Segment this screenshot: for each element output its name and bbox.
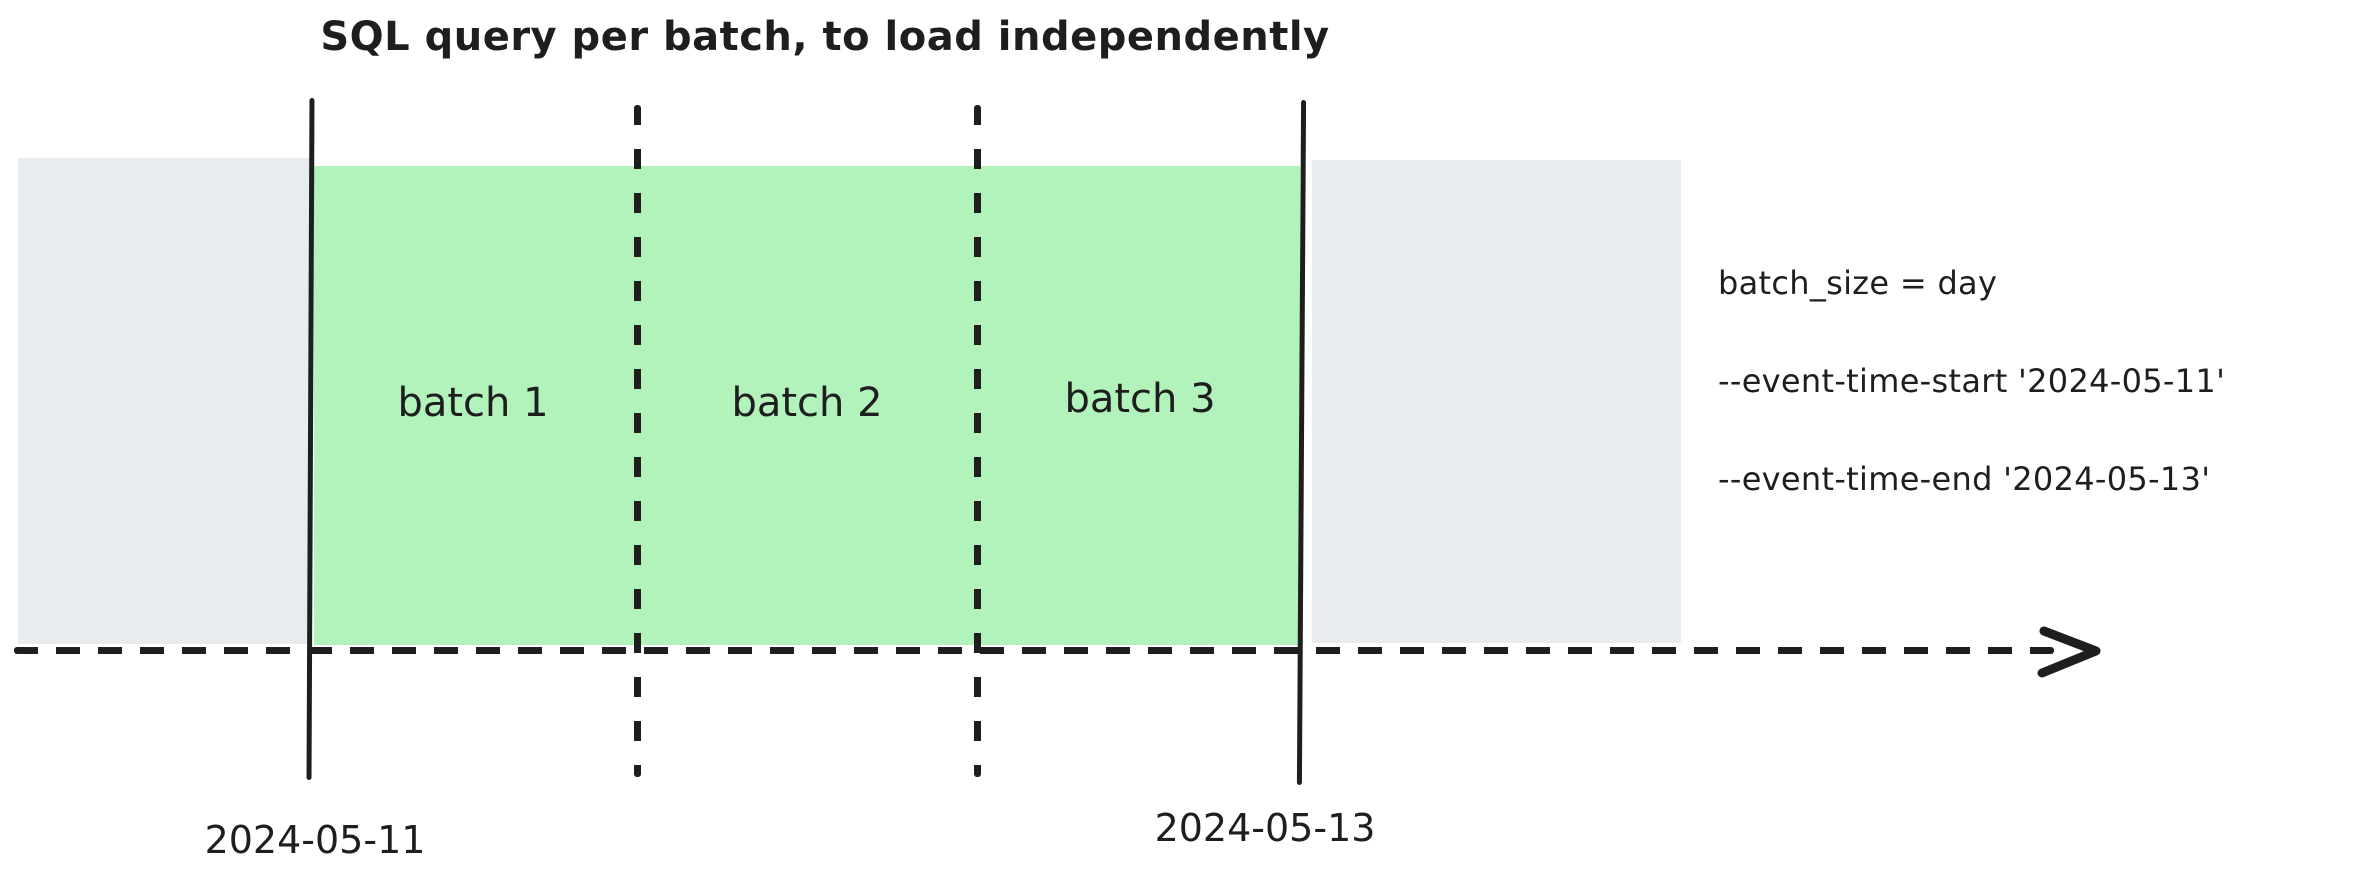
axis-end-date-label: 2024-05-13 <box>1154 806 1376 850</box>
batch-divider-line-2 <box>974 105 981 777</box>
batch-2-label: batch 2 <box>731 380 883 426</box>
diagram-title: SQL query per batch, to load independent… <box>320 14 1330 60</box>
annotation-batch-size: batch_size = day <box>1718 264 1998 302</box>
annotation-event-time-end: --event-time-end '2024-05-13' <box>1718 460 2211 498</box>
out-of-range-right-rect <box>1312 160 1681 643</box>
out-of-range-left-rect <box>18 158 310 644</box>
batch-1-label: batch 1 <box>397 380 549 426</box>
annotation-event-time-start: --event-time-start '2024-05-11' <box>1718 362 2226 400</box>
batch-range-rect <box>314 166 1300 645</box>
axis-arrowhead-icon <box>2037 626 2101 678</box>
axis-start-date-label: 2024-05-11 <box>204 818 426 862</box>
time-axis-line <box>14 647 2054 654</box>
batch-divider-line-1 <box>634 105 641 777</box>
batch-3-label: batch 3 <box>1064 376 1216 422</box>
